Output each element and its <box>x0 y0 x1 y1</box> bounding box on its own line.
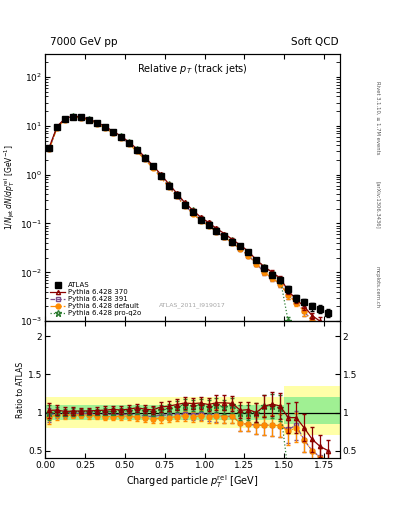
Text: Soft QCD: Soft QCD <box>291 37 339 47</box>
Text: 7000 GeV pp: 7000 GeV pp <box>50 37 118 47</box>
Y-axis label: Ratio to ATLAS: Ratio to ATLAS <box>16 361 25 418</box>
Text: mcplots.cern.ch: mcplots.cern.ch <box>375 266 380 308</box>
Text: [arXiv:1306.3436]: [arXiv:1306.3436] <box>375 181 380 229</box>
Text: ATLAS_2011_I919017: ATLAS_2011_I919017 <box>159 302 226 308</box>
Legend: ATLAS, Pythia 6.428 370, Pythia 6.428 391, Pythia 6.428 default, Pythia 6.428 pr: ATLAS, Pythia 6.428 370, Pythia 6.428 39… <box>49 281 143 317</box>
Text: Relative $p_T$ (track jets): Relative $p_T$ (track jets) <box>137 62 248 76</box>
Y-axis label: $1/N_\mathrm{jet}\,dN/dp_T^\mathrm{rel}\ [\mathrm{GeV}^{-1}]$: $1/N_\mathrm{jet}\,dN/dp_T^\mathrm{rel}\… <box>3 144 17 230</box>
X-axis label: Charged particle $p_T^\mathrm{rel}$ [GeV]: Charged particle $p_T^\mathrm{rel}$ [GeV… <box>127 473 259 489</box>
Text: Rivet 3.1.10, ≥ 1.7M events: Rivet 3.1.10, ≥ 1.7M events <box>375 81 380 155</box>
